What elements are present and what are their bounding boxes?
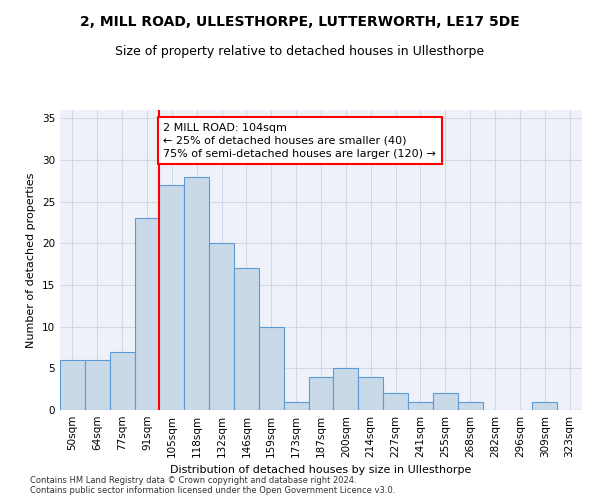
Bar <box>458 402 482 410</box>
Bar <box>259 326 284 410</box>
Bar <box>110 352 134 410</box>
Bar <box>85 360 110 410</box>
Text: 2 MILL ROAD: 104sqm
← 25% of detached houses are smaller (40)
75% of semi-detach: 2 MILL ROAD: 104sqm ← 25% of detached ho… <box>163 122 436 159</box>
Bar <box>60 360 85 410</box>
X-axis label: Distribution of detached houses by size in Ullesthorpe: Distribution of detached houses by size … <box>170 466 472 475</box>
Bar <box>532 402 557 410</box>
Bar <box>134 218 160 410</box>
Bar <box>209 244 234 410</box>
Text: 2, MILL ROAD, ULLESTHORPE, LUTTERWORTH, LE17 5DE: 2, MILL ROAD, ULLESTHORPE, LUTTERWORTH, … <box>80 15 520 29</box>
Bar <box>284 402 308 410</box>
Bar <box>433 394 458 410</box>
Y-axis label: Number of detached properties: Number of detached properties <box>26 172 37 348</box>
Bar <box>184 176 209 410</box>
Bar <box>308 376 334 410</box>
Bar <box>160 185 184 410</box>
Bar <box>234 268 259 410</box>
Bar <box>358 376 383 410</box>
Text: Size of property relative to detached houses in Ullesthorpe: Size of property relative to detached ho… <box>115 45 485 58</box>
Text: Contains HM Land Registry data © Crown copyright and database right 2024.
Contai: Contains HM Land Registry data © Crown c… <box>30 476 395 495</box>
Bar <box>383 394 408 410</box>
Bar <box>408 402 433 410</box>
Bar <box>334 368 358 410</box>
